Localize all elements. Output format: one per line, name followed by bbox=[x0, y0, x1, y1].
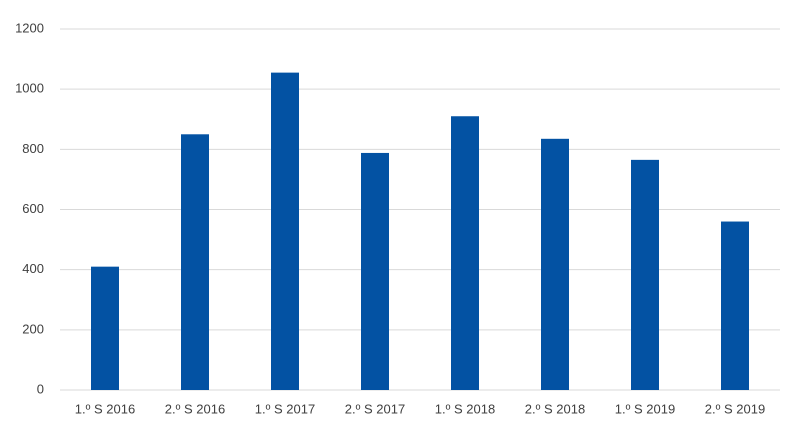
bar bbox=[361, 152, 389, 390]
y-tick-label: 0 bbox=[37, 381, 44, 396]
y-tick-label: 1000 bbox=[15, 81, 44, 96]
bar bbox=[271, 72, 299, 390]
y-tick-label: 400 bbox=[22, 261, 44, 276]
x-tick-label: 2.º S 2017 bbox=[345, 401, 405, 416]
x-tick-label: 1.º S 2017 bbox=[255, 401, 315, 416]
bar bbox=[451, 116, 479, 390]
y-tick-label: 200 bbox=[22, 321, 44, 336]
y-tick-label: 800 bbox=[22, 141, 44, 156]
x-tick-label: 1.º S 2019 bbox=[615, 401, 675, 416]
bar bbox=[541, 138, 569, 390]
x-tick-label: 1.º S 2018 bbox=[435, 401, 495, 416]
y-tick-label: 1200 bbox=[15, 20, 44, 35]
bar bbox=[721, 221, 749, 390]
x-tick-label: 2.º S 2016 bbox=[165, 401, 225, 416]
bar bbox=[181, 134, 209, 390]
bar bbox=[631, 159, 659, 390]
x-tick-label: 1.º S 2016 bbox=[75, 401, 135, 416]
bar bbox=[91, 266, 119, 390]
x-tick-label: 2.º S 2018 bbox=[525, 401, 585, 416]
x-tick-label: 2.º S 2019 bbox=[705, 401, 765, 416]
y-tick-label: 600 bbox=[22, 201, 44, 216]
